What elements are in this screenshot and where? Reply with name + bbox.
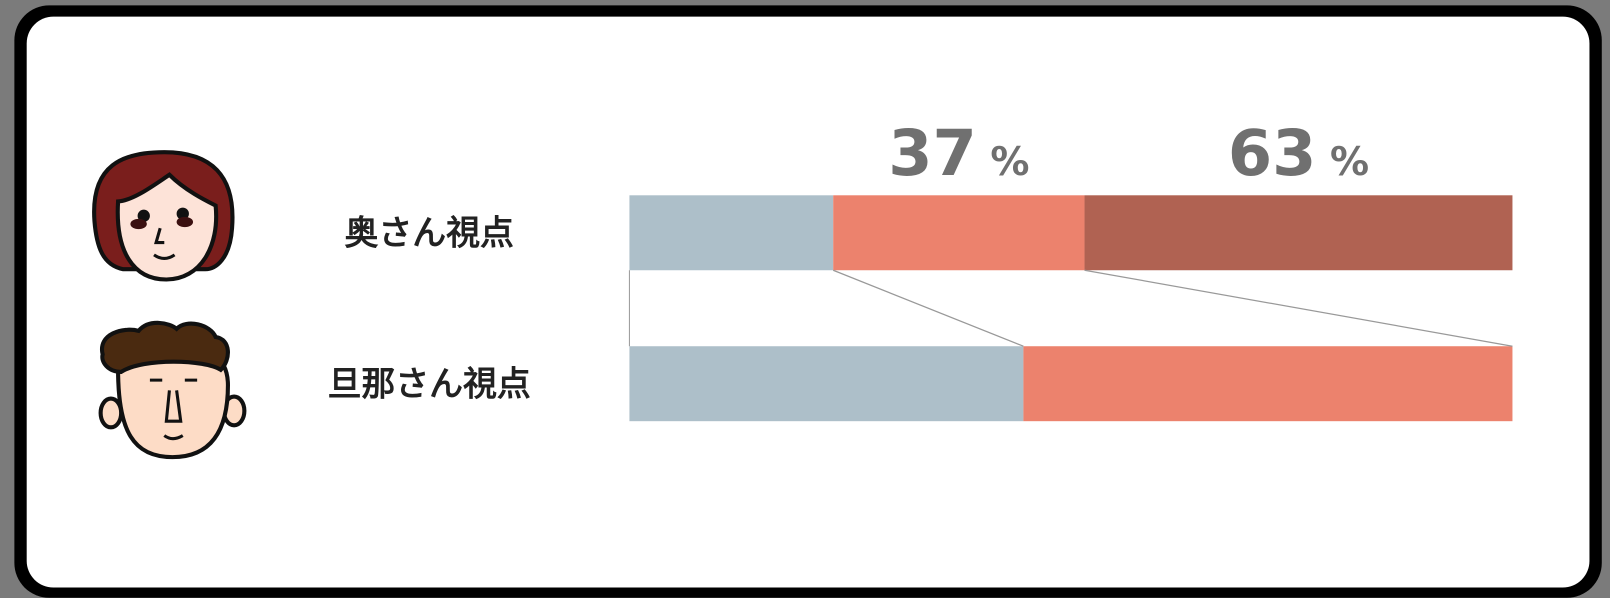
value-unit: % bbox=[1316, 140, 1369, 185]
value-label: 63 % bbox=[1228, 117, 1369, 191]
panel bbox=[26, 16, 1590, 588]
bar-segment bbox=[833, 195, 1085, 271]
bar-segment bbox=[1084, 195, 1513, 271]
value-label: 37 % bbox=[888, 117, 1029, 191]
category-label: 奥さん視点 bbox=[345, 213, 514, 252]
value-number: 63 bbox=[1228, 117, 1317, 191]
wife-icon bbox=[92, 150, 235, 282]
connector bbox=[1084, 269, 1513, 347]
value-unit: % bbox=[977, 140, 1030, 185]
bar-segment bbox=[629, 195, 834, 271]
value-number: 37 bbox=[888, 117, 977, 191]
husband-icon bbox=[98, 320, 247, 460]
connector bbox=[832, 269, 1024, 347]
bar-segment bbox=[1023, 346, 1513, 422]
category-label: 旦那さん視点 bbox=[328, 364, 531, 403]
bar-segment bbox=[629, 346, 1024, 422]
